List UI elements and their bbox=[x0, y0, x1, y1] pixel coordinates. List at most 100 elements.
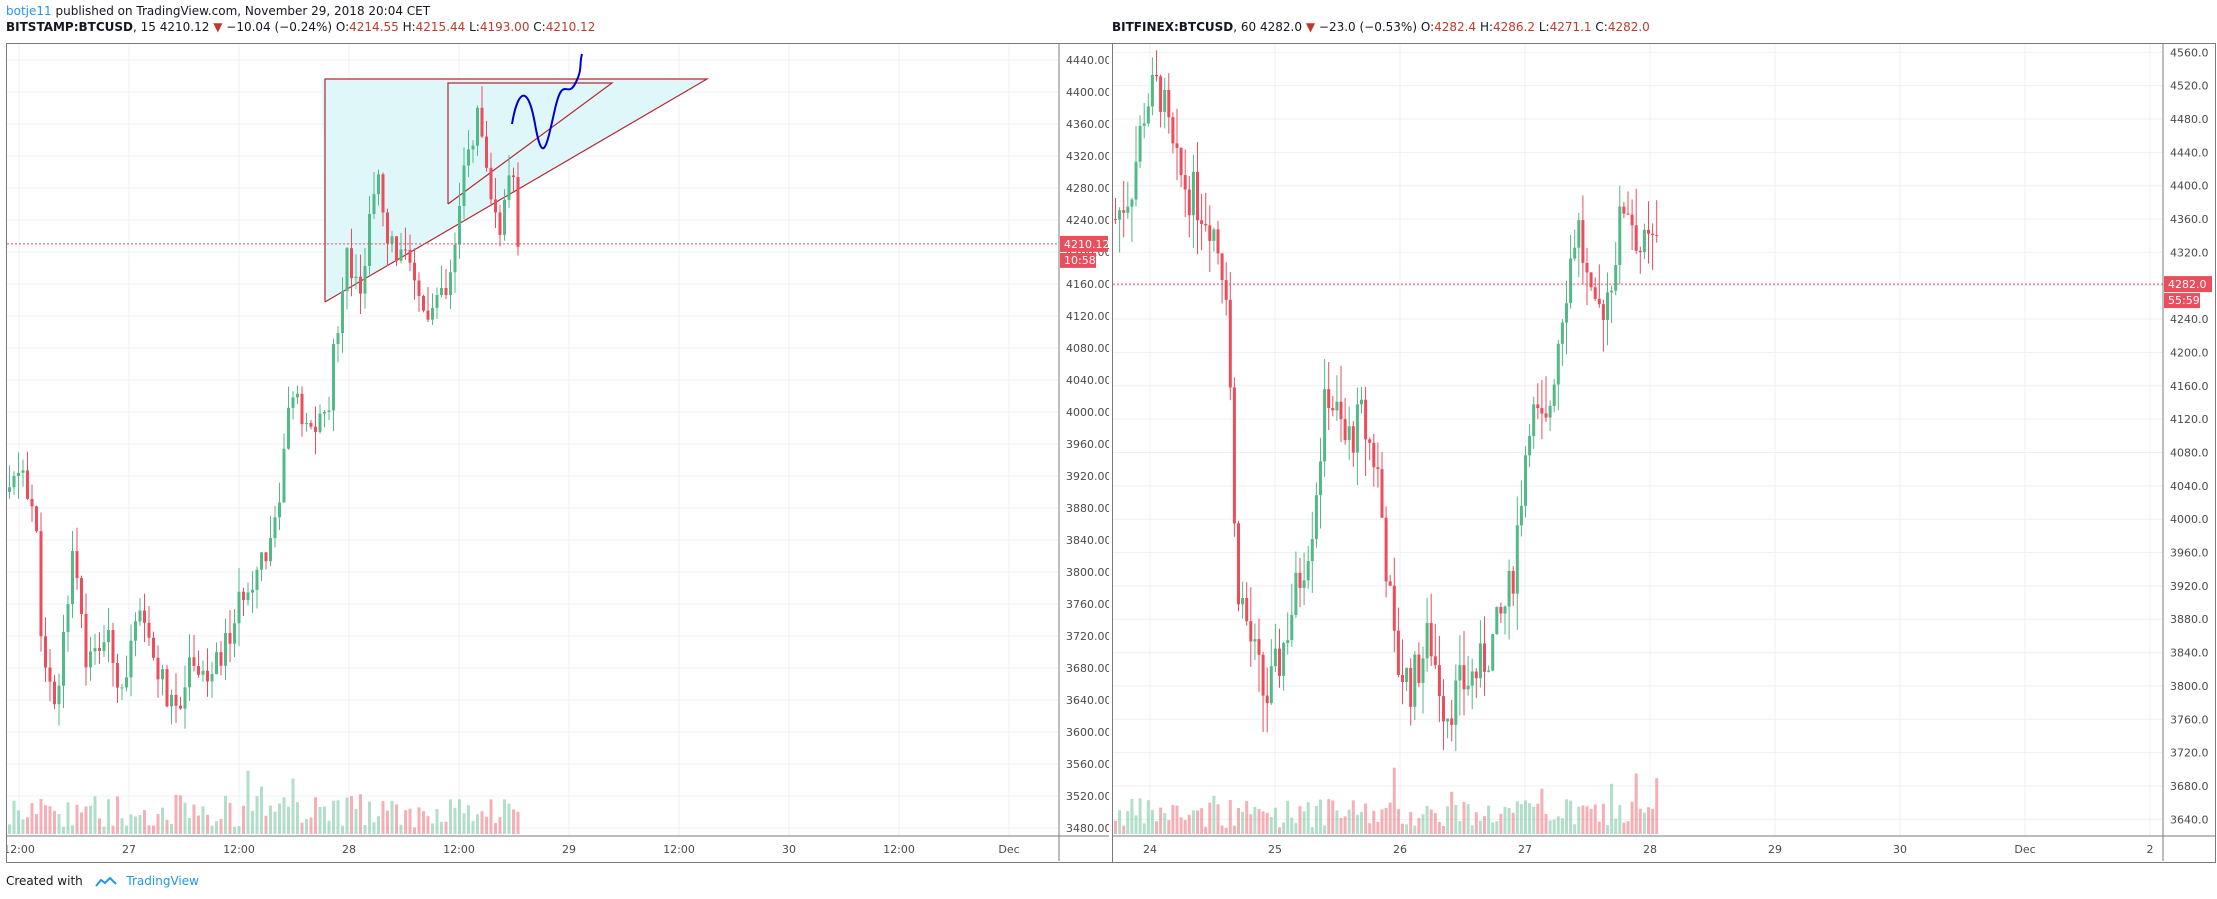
volume-bar bbox=[498, 817, 502, 834]
candle bbox=[1351, 420, 1355, 467]
candle bbox=[1462, 631, 1466, 716]
candle bbox=[489, 152, 493, 207]
volume-bar bbox=[62, 826, 65, 834]
volume-bar bbox=[192, 804, 196, 834]
volume-bar bbox=[1335, 810, 1339, 834]
candle-body bbox=[1286, 640, 1290, 644]
candle-body bbox=[440, 288, 443, 296]
chart-svg-right[interactable]: 4560.0 4520.0 4480.0 4440.0 4400.0 4360.0 4320… bbox=[1113, 44, 2215, 862]
candle bbox=[1593, 277, 1597, 301]
y-tick-label: 4440.00 bbox=[1066, 54, 1109, 67]
volume-bar bbox=[1581, 805, 1585, 834]
candle bbox=[57, 673, 61, 726]
candle bbox=[30, 484, 34, 523]
candle bbox=[296, 385, 299, 405]
volume-bar bbox=[1458, 821, 1462, 834]
volume-bar bbox=[1298, 806, 1302, 834]
candle bbox=[1171, 112, 1175, 154]
candle-body bbox=[1511, 570, 1515, 594]
candle bbox=[350, 228, 353, 297]
candle-body bbox=[368, 213, 371, 266]
candle bbox=[422, 294, 425, 313]
symbol-interval: 15 bbox=[140, 20, 156, 34]
candle-body bbox=[1302, 580, 1306, 588]
candle bbox=[1626, 191, 1630, 215]
candle-body bbox=[1499, 606, 1503, 614]
candle-body bbox=[1339, 401, 1343, 420]
candle-body bbox=[30, 498, 34, 507]
candle-body bbox=[48, 667, 52, 682]
candle-body bbox=[174, 694, 178, 706]
volume-bar bbox=[1466, 804, 1470, 834]
candle bbox=[53, 674, 56, 710]
candle bbox=[381, 172, 385, 227]
candle-body bbox=[75, 551, 79, 579]
author-link[interactable]: botje11 bbox=[6, 4, 52, 18]
volume-bar bbox=[1343, 816, 1347, 834]
volume-bar bbox=[1515, 801, 1519, 834]
volume-bar bbox=[71, 825, 74, 834]
candle bbox=[512, 167, 515, 192]
candle bbox=[84, 593, 88, 686]
y-tick-label: 4360.00 bbox=[1066, 118, 1109, 131]
candle-body bbox=[467, 149, 470, 166]
chart-panel-right[interactable]: 4560.0 4520.0 4480.0 4440.0 4400.0 4360.0 4320… bbox=[1112, 43, 2216, 863]
volume-bar bbox=[1540, 788, 1544, 834]
candle-body bbox=[1306, 561, 1310, 581]
volume-bar bbox=[1433, 813, 1437, 834]
candle-body bbox=[1634, 225, 1638, 251]
candle bbox=[1380, 451, 1384, 518]
volume-bar bbox=[1610, 783, 1614, 834]
candle-body bbox=[1392, 585, 1396, 631]
candle bbox=[273, 505, 277, 548]
volume-bar bbox=[1437, 821, 1441, 834]
candle bbox=[201, 660, 205, 682]
candle bbox=[147, 606, 151, 646]
volume-bar bbox=[1376, 821, 1380, 834]
x-tick-label: Dec bbox=[2014, 843, 2035, 856]
candle-body bbox=[341, 291, 344, 334]
candle bbox=[1335, 375, 1339, 421]
candle bbox=[354, 254, 358, 290]
volume-bar bbox=[80, 812, 83, 834]
volume-bar bbox=[1224, 827, 1228, 834]
y-tick-label: 3840.00 bbox=[1066, 534, 1109, 547]
candle bbox=[1556, 339, 1560, 411]
candle-body bbox=[1212, 229, 1216, 241]
volume-bar bbox=[453, 807, 457, 834]
candle-body bbox=[260, 552, 263, 570]
chart-panel-left[interactable]: 4440.00 4400.00 4360.00 4320.00 4280.00 4240.… bbox=[6, 43, 1129, 863]
volume-bar bbox=[1372, 810, 1376, 834]
candle-body bbox=[1265, 695, 1269, 703]
candle-body bbox=[1159, 76, 1163, 112]
y-tick-label: 3960.0 bbox=[2170, 547, 2209, 560]
candle bbox=[1642, 223, 1646, 260]
volume-bar bbox=[1364, 803, 1368, 834]
candle bbox=[1179, 147, 1183, 188]
symbol-info-right: BITFINEX:BTCUSD, 60 4282.0 ▼ −23.0 (−0.5… bbox=[1112, 20, 1650, 34]
candle-body bbox=[1630, 214, 1634, 226]
candle bbox=[413, 248, 416, 300]
volume-bar bbox=[1220, 825, 1224, 834]
tradingview-link[interactable]: TradingView bbox=[126, 874, 199, 888]
candle-body bbox=[1314, 495, 1318, 540]
created-with-text: Created with bbox=[6, 874, 83, 888]
volume-bar bbox=[197, 815, 200, 834]
candle-body bbox=[296, 393, 299, 398]
chart-svg-left[interactable]: 4440.00 4400.00 4360.00 4320.00 4280.00 4240.… bbox=[7, 44, 1128, 862]
volume-bar bbox=[327, 820, 331, 834]
volume-bar bbox=[1626, 821, 1630, 834]
y-tick-label: 4400.00 bbox=[1066, 86, 1109, 99]
candle bbox=[1204, 192, 1208, 232]
volume-bar bbox=[399, 824, 403, 834]
candle bbox=[1515, 496, 1519, 630]
price-change: −10.04 (−0.24%) bbox=[226, 20, 333, 34]
volume-bar bbox=[485, 816, 488, 834]
candle-body bbox=[143, 610, 146, 623]
volume-bar bbox=[206, 814, 209, 834]
candle bbox=[1651, 223, 1655, 270]
candle bbox=[1503, 605, 1507, 635]
candle bbox=[345, 246, 349, 310]
volume-bar bbox=[1552, 819, 1556, 834]
candle-body bbox=[1433, 656, 1437, 666]
